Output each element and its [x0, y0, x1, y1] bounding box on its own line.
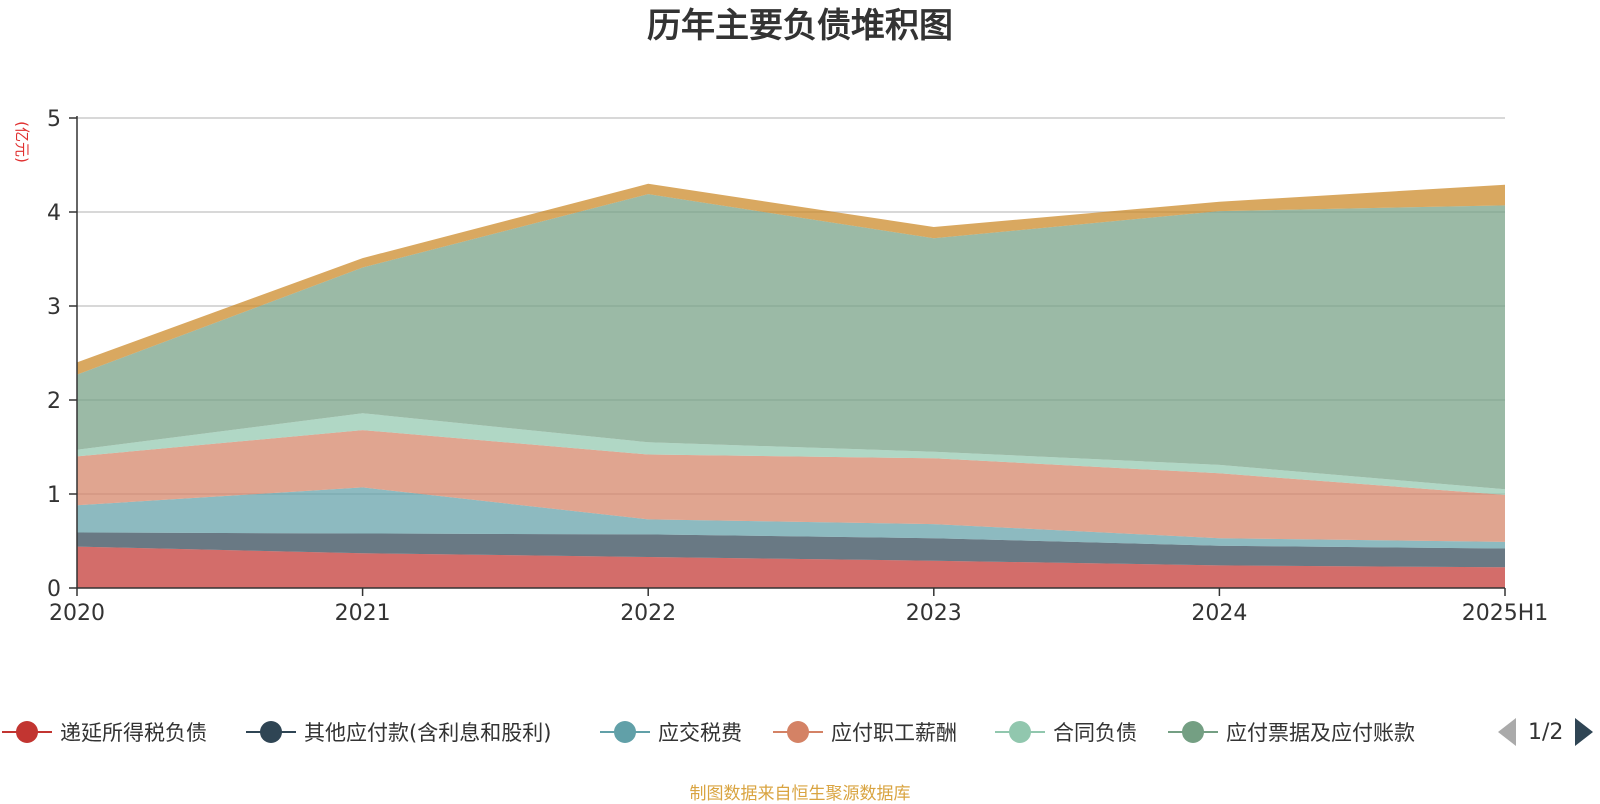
- legend-item[interactable]: 其他应付款(含利息和股利): [246, 712, 551, 752]
- chart-title: 历年主要负债堆积图: [647, 6, 953, 46]
- legend-item[interactable]: 应付职工薪酬: [773, 712, 957, 752]
- legend-label: 其他应付款(含利息和股利): [304, 721, 552, 745]
- legend-marker-icon: [1168, 717, 1218, 747]
- legend-label: 递延所得税负债: [60, 721, 207, 745]
- legend-marker-icon: [600, 717, 650, 747]
- legend-label: 应付票据及应付账款: [1226, 721, 1415, 745]
- legend-item[interactable]: 合同负债: [995, 712, 1137, 752]
- axes: 0 1 2 3 4 5 2020 2021 2022 2023 2024 2025H1: [47, 107, 1548, 626]
- area-series-1[interactable]: [77, 532, 1505, 568]
- area-series-6[interactable]: [77, 183, 1505, 375]
- legend-prev-page-icon[interactable]: [1498, 718, 1516, 746]
- x-tick-label: 2021: [335, 601, 391, 626]
- legend-marker-icon: [2, 717, 52, 747]
- legend-item[interactable]: 递延所得税负债: [2, 712, 207, 752]
- x-tick-label: 2023: [906, 601, 962, 626]
- data-source-note: 制图数据来自恒生聚源数据库: [689, 784, 911, 804]
- area-series-0[interactable]: [77, 546, 1505, 588]
- legend-marker-icon: [995, 717, 1045, 747]
- legend-label: 合同负债: [1053, 721, 1137, 745]
- y-tick-label: 3: [47, 295, 61, 320]
- legend-page-indicator: 1/2: [1528, 719, 1564, 745]
- area-series-3[interactable]: [77, 430, 1505, 542]
- legend-pager: 1/2: [1498, 712, 1594, 752]
- y-tick-label: 4: [47, 201, 61, 226]
- area-series-2[interactable]: [77, 487, 1505, 549]
- y-axis-unit-label: (亿元): [13, 121, 31, 163]
- area-series-5[interactable]: [77, 194, 1505, 490]
- legend: 递延所得税负债 其他应付款(含利息和股利) 应交税费 应付职工薪酬 合同负债 应付票据及应…: [0, 712, 1600, 752]
- legend-label: 应交税费: [658, 721, 742, 745]
- x-tick-label: 2020: [49, 601, 105, 626]
- y-tick-label: 2: [47, 389, 61, 414]
- y-tick-label: 0: [47, 577, 61, 602]
- x-tick-label: 2022: [620, 601, 676, 626]
- y-tick-label: 1: [47, 483, 61, 508]
- legend-item[interactable]: 应付票据及应付账款: [1168, 712, 1415, 752]
- legend-marker-icon: [246, 717, 296, 747]
- legend-marker-icon: [773, 717, 823, 747]
- legend-next-page-icon[interactable]: [1575, 718, 1594, 746]
- area-series-4[interactable]: [77, 413, 1505, 495]
- x-tick-label: 2024: [1191, 601, 1247, 626]
- legend-label: 应付职工薪酬: [831, 721, 957, 745]
- stacked-areas: [77, 183, 1505, 588]
- y-tick-label: 5: [47, 107, 61, 132]
- chart-plot: 0 1 2 3 4 5 2020 2021 2022 2023 2024 2025H1 (亿元): [13, 107, 1548, 626]
- x-tick-label: 2025H1: [1462, 601, 1549, 626]
- legend-item[interactable]: 应交税费: [600, 712, 742, 752]
